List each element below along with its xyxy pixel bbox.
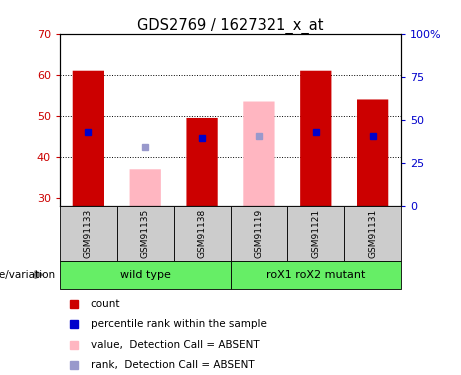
Bar: [60, 206, 117, 261]
Bar: [230, 261, 401, 289]
Bar: [73, 71, 104, 206]
Bar: [130, 169, 161, 206]
Bar: [357, 99, 388, 206]
Bar: [287, 206, 344, 261]
Text: value,  Detection Call = ABSENT: value, Detection Call = ABSENT: [91, 340, 259, 350]
Text: GSM91135: GSM91135: [141, 209, 150, 258]
Text: GSM91131: GSM91131: [368, 209, 377, 258]
Text: GSM91138: GSM91138: [198, 209, 207, 258]
Text: GSM91121: GSM91121: [311, 209, 320, 258]
Bar: [344, 206, 401, 261]
Text: percentile rank within the sample: percentile rank within the sample: [91, 319, 266, 329]
Text: GSM91119: GSM91119: [254, 209, 263, 258]
Text: GSM91133: GSM91133: [84, 209, 93, 258]
Text: wild type: wild type: [120, 270, 171, 280]
Text: count: count: [91, 298, 120, 309]
Bar: [186, 118, 218, 206]
Bar: [117, 206, 174, 261]
Bar: [230, 206, 287, 261]
Bar: [174, 206, 230, 261]
Text: genotype/variation: genotype/variation: [0, 270, 55, 280]
Bar: [60, 261, 230, 289]
Bar: [300, 71, 331, 206]
Bar: [243, 102, 275, 206]
Title: GDS2769 / 1627321_x_at: GDS2769 / 1627321_x_at: [137, 18, 324, 34]
Text: rank,  Detection Call = ABSENT: rank, Detection Call = ABSENT: [91, 360, 254, 370]
Text: roX1 roX2 mutant: roX1 roX2 mutant: [266, 270, 366, 280]
